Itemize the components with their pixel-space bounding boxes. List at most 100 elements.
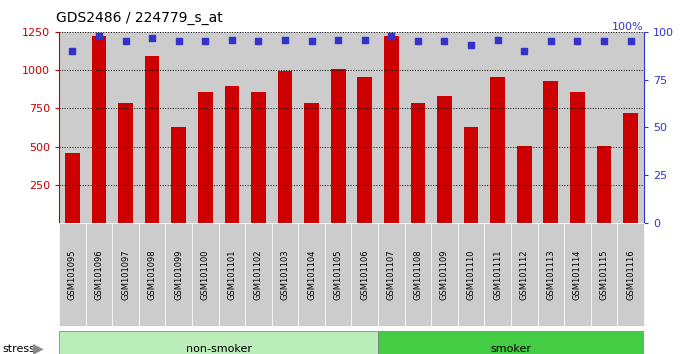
Text: GDS2486 / 224779_s_at: GDS2486 / 224779_s_at bbox=[56, 11, 223, 25]
Point bbox=[519, 48, 530, 54]
Point bbox=[280, 37, 291, 42]
Bar bbox=[139, 32, 166, 223]
Bar bbox=[517, 146, 532, 223]
Bar bbox=[245, 32, 271, 223]
Bar bbox=[617, 32, 644, 223]
Bar bbox=[404, 32, 432, 223]
Text: smoker: smoker bbox=[491, 344, 532, 354]
Bar bbox=[166, 223, 192, 326]
Bar bbox=[464, 127, 478, 223]
Point bbox=[439, 39, 450, 44]
Text: GSM101100: GSM101100 bbox=[201, 249, 209, 299]
Bar bbox=[325, 32, 351, 223]
Bar bbox=[617, 223, 644, 326]
Bar bbox=[171, 127, 186, 223]
Bar bbox=[331, 69, 345, 223]
Bar bbox=[591, 223, 617, 326]
Bar bbox=[564, 223, 591, 326]
Point bbox=[545, 39, 556, 44]
Bar bbox=[251, 92, 266, 223]
Bar bbox=[404, 223, 432, 326]
Point bbox=[359, 37, 370, 42]
Bar bbox=[432, 32, 458, 223]
Text: ▶: ▶ bbox=[33, 342, 44, 354]
Text: GSM101098: GSM101098 bbox=[148, 249, 157, 300]
Point bbox=[67, 48, 78, 54]
Bar bbox=[351, 223, 378, 326]
Text: GSM101114: GSM101114 bbox=[573, 249, 582, 299]
Bar bbox=[271, 223, 299, 326]
Point bbox=[333, 37, 344, 42]
Point bbox=[173, 39, 184, 44]
Point bbox=[306, 39, 317, 44]
Bar bbox=[59, 223, 86, 326]
Bar bbox=[458, 32, 484, 223]
Text: GSM101095: GSM101095 bbox=[68, 249, 77, 299]
Text: GSM101112: GSM101112 bbox=[520, 249, 529, 299]
Bar bbox=[92, 36, 106, 223]
Bar bbox=[86, 32, 112, 223]
Bar bbox=[271, 32, 299, 223]
Text: GSM101110: GSM101110 bbox=[466, 249, 475, 299]
Point bbox=[466, 42, 477, 48]
Point bbox=[93, 33, 104, 39]
Bar bbox=[112, 223, 139, 326]
Bar bbox=[437, 96, 452, 223]
Point bbox=[253, 39, 264, 44]
Bar bbox=[511, 223, 537, 326]
Point bbox=[412, 39, 423, 44]
Text: GSM101102: GSM101102 bbox=[254, 249, 263, 299]
Bar bbox=[378, 32, 404, 223]
Text: 100%: 100% bbox=[612, 22, 644, 32]
Text: non-smoker: non-smoker bbox=[186, 344, 252, 354]
Text: GSM101096: GSM101096 bbox=[95, 249, 104, 300]
Text: GSM101097: GSM101097 bbox=[121, 249, 130, 300]
Bar bbox=[351, 32, 378, 223]
Point bbox=[120, 39, 131, 44]
Bar bbox=[384, 36, 399, 223]
Bar bbox=[59, 32, 86, 223]
Bar bbox=[145, 56, 159, 223]
Text: GSM101107: GSM101107 bbox=[387, 249, 396, 300]
Bar bbox=[219, 32, 245, 223]
Bar bbox=[591, 32, 617, 223]
Text: GSM101115: GSM101115 bbox=[599, 249, 608, 299]
Point bbox=[200, 39, 211, 44]
Text: GSM101113: GSM101113 bbox=[546, 249, 555, 300]
Bar bbox=[245, 223, 271, 326]
Bar bbox=[118, 103, 133, 223]
Point bbox=[147, 35, 158, 40]
Bar bbox=[484, 32, 511, 223]
Text: GSM101104: GSM101104 bbox=[307, 249, 316, 299]
Bar bbox=[299, 223, 325, 326]
Bar bbox=[537, 32, 564, 223]
Point bbox=[599, 39, 610, 44]
Text: GSM101099: GSM101099 bbox=[174, 249, 183, 299]
Bar bbox=[65, 153, 80, 223]
Bar bbox=[378, 223, 404, 326]
Bar bbox=[166, 32, 192, 223]
Bar bbox=[378, 331, 644, 354]
Bar bbox=[299, 32, 325, 223]
Bar bbox=[491, 77, 505, 223]
Bar bbox=[623, 113, 638, 223]
Bar bbox=[278, 71, 292, 223]
Bar bbox=[192, 32, 219, 223]
Text: GSM101101: GSM101101 bbox=[228, 249, 237, 299]
Point bbox=[492, 37, 503, 42]
Bar bbox=[411, 103, 425, 223]
Bar bbox=[112, 32, 139, 223]
Bar bbox=[86, 223, 112, 326]
Point bbox=[226, 37, 237, 42]
Bar bbox=[192, 223, 219, 326]
Text: GSM101103: GSM101103 bbox=[280, 249, 290, 300]
Text: GSM101116: GSM101116 bbox=[626, 249, 635, 300]
Bar bbox=[570, 92, 585, 223]
Bar bbox=[596, 146, 611, 223]
Bar bbox=[139, 223, 166, 326]
Text: GSM101105: GSM101105 bbox=[333, 249, 342, 299]
Bar bbox=[432, 223, 458, 326]
Bar bbox=[225, 86, 239, 223]
Bar bbox=[358, 77, 372, 223]
Bar bbox=[484, 223, 511, 326]
